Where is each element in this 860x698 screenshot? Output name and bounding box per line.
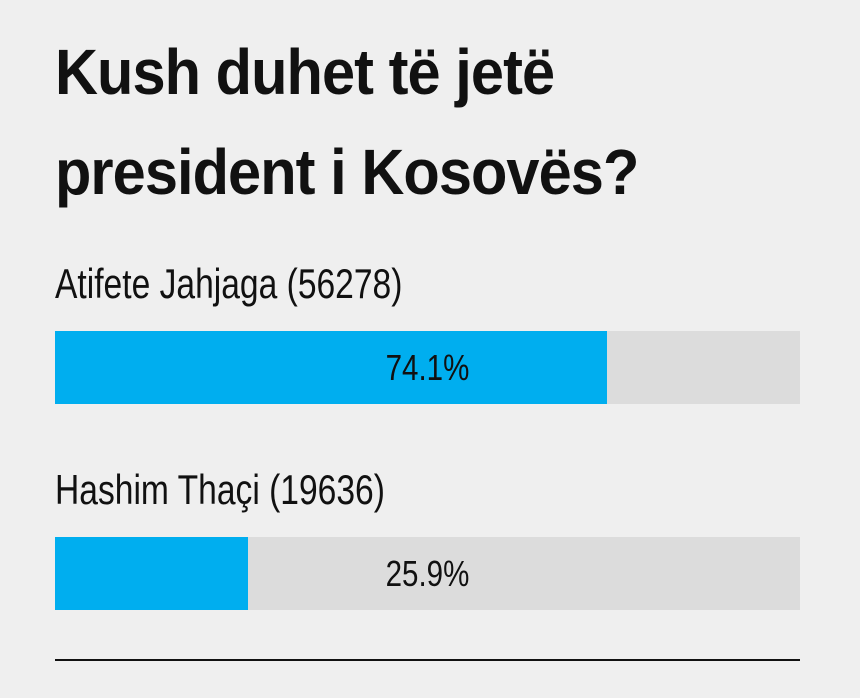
option-label: Hashim Thaçi (19636) (55, 466, 385, 513)
chart-title: Kush duhet të jetë president i Kosovës? (55, 36, 639, 208)
divider (55, 659, 800, 661)
value-label: 74.1% (385, 347, 470, 388)
bar (55, 537, 248, 610)
bar-track: 74.1% (55, 331, 800, 404)
option-label: Atifete Jahjaga (56278) (55, 260, 403, 307)
bar (55, 331, 608, 404)
bar-track: 25.9% (55, 537, 800, 610)
value-label: 25.9% (385, 553, 470, 594)
